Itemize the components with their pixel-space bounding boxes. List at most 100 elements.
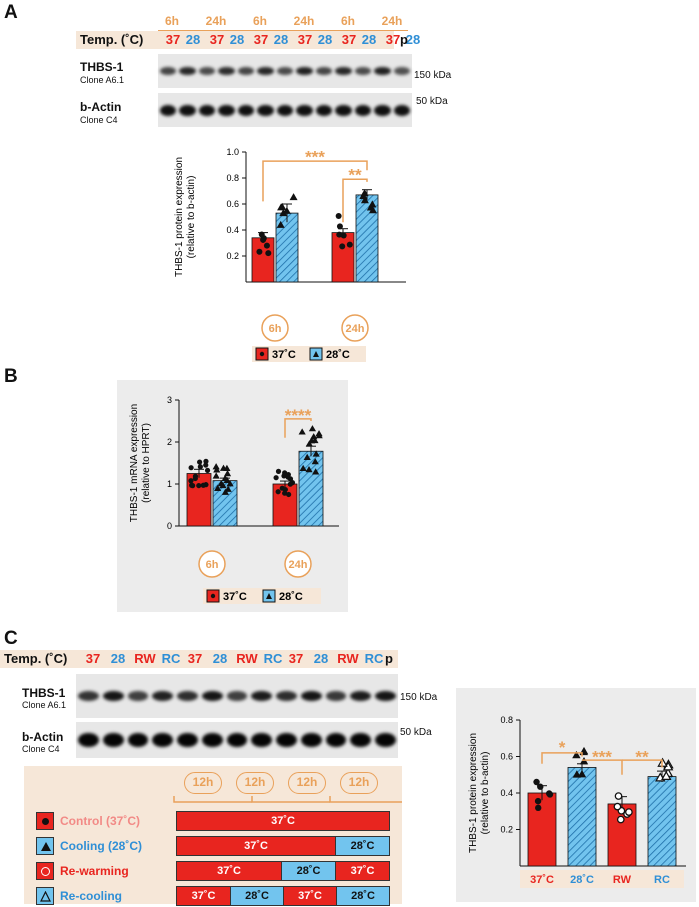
chart-c: 0.2 0.4 0.6 0.8 THBS-1 protein expression(re…: [468, 715, 686, 888]
temp-37: 37: [209, 32, 225, 47]
row-label-control: Control (37˚C): [60, 814, 140, 828]
blot-band: [375, 733, 396, 747]
data-point: [192, 475, 198, 482]
panel-c-letter: C: [4, 628, 18, 649]
data-point: [614, 792, 623, 800]
temp-label: Temp. (˚C): [4, 651, 68, 666]
blot-band: [276, 104, 294, 116]
time-badge: [198, 550, 226, 578]
significance-label: ***: [592, 747, 612, 766]
significance-label: **: [348, 166, 362, 185]
group-label: 6h: [269, 323, 282, 335]
data-point: [189, 482, 195, 488]
blot-band: [218, 67, 235, 75]
temp-28: 28: [405, 32, 421, 47]
data-point: [221, 488, 230, 495]
significance-bracket: [342, 178, 368, 223]
schedule-row-control: 37˚C: [176, 811, 390, 831]
y-tick-label: 0.8: [226, 173, 239, 183]
temp-28: 28: [361, 32, 377, 47]
segment-37: 37˚C: [335, 861, 390, 881]
bar: [527, 792, 557, 867]
data-point: [278, 202, 287, 210]
p-label: p: [385, 651, 393, 666]
blot-band: [159, 67, 176, 75]
data-point: [579, 747, 588, 756]
panel-a-temps: 37 28 37 28 37 28 37 28 37 28 37 28: [164, 32, 424, 49]
category-label: RC: [654, 874, 670, 886]
thbs1-blot-a: [158, 54, 412, 88]
data-point: [275, 468, 282, 474]
blot-band: [152, 733, 174, 747]
blot-band: [201, 733, 223, 747]
blot-band: [102, 691, 124, 701]
panel-a-time-row: 6h 24h 6h 24h 6h 24h: [150, 14, 420, 31]
blot-band: [335, 67, 352, 75]
blot-band: [102, 733, 124, 747]
schedule-row-recooling: 37˚C 28˚C 37˚C 28˚C: [176, 886, 390, 906]
row-label-rewarming: Re-warming: [60, 864, 129, 878]
control-legend-square: [36, 812, 54, 830]
y-axis-label: THBS-1 protein expression(relative to b-…: [468, 733, 491, 853]
schedule-panel: 12h 12h 12h 12h Control (37˚C) 37˚C Cool…: [24, 766, 402, 906]
data-point: [625, 808, 633, 816]
data-point: [336, 223, 343, 230]
panel-c-temp-band: [0, 650, 398, 668]
legend-label: 37˚C: [272, 349, 296, 361]
temp-28: 28: [229, 32, 245, 47]
blot-band: [257, 104, 274, 116]
blot-title: THBS-1: [22, 686, 66, 700]
data-point: [368, 206, 377, 214]
kda-label: 150 kDa: [400, 692, 438, 703]
data-point: [223, 464, 231, 471]
data-point: [368, 200, 377, 208]
interval-bracket: [251, 796, 330, 803]
blot-band: [300, 733, 322, 747]
interval-12h: 12h: [236, 772, 274, 794]
blot-band: [218, 104, 235, 116]
temp-rc: RC: [263, 651, 283, 666]
bar: [298, 450, 324, 527]
data-point: [203, 458, 209, 464]
blot-subtitle: Clone C4: [22, 744, 60, 754]
interval-12h: 12h: [288, 772, 326, 794]
data-point: [197, 459, 203, 465]
panel-a-letter: A: [4, 2, 18, 23]
blot-band: [159, 104, 176, 116]
data-point: [197, 464, 203, 470]
data-point: [273, 475, 279, 481]
blot-band: [179, 104, 196, 116]
blot-band: [237, 67, 255, 75]
panel-a-temp-band: [76, 31, 394, 49]
temp-37: 37: [297, 32, 313, 47]
y-axis-label: THBS-1 mRNA expression(relative to HPRT): [129, 404, 152, 522]
data-point: [336, 231, 343, 238]
data-point: [315, 432, 323, 439]
data-point: [311, 436, 319, 444]
legend-label: 37˚C: [223, 591, 247, 603]
blot-band: [315, 104, 333, 116]
blot-band: [251, 733, 273, 747]
blot-band: [257, 67, 274, 75]
blot-band: [77, 733, 99, 747]
panel-b-letter: B: [4, 366, 18, 387]
legend-marker: [313, 351, 319, 357]
data-point: [223, 470, 232, 477]
time-label: 6h: [164, 14, 179, 28]
temp-rw: RW: [337, 651, 359, 666]
temp-28: 28: [185, 32, 201, 47]
bar: [647, 776, 677, 867]
blot-band: [276, 67, 294, 75]
y-tick-label: 0.6: [226, 199, 239, 209]
temp-rc: RC: [364, 651, 384, 666]
data-point: [279, 209, 288, 217]
blot-title: THBS-1: [80, 60, 124, 74]
y-tick-label: 2: [167, 437, 172, 447]
significance-label: **: [635, 747, 649, 766]
recooling-legend-square: [36, 887, 54, 905]
kda-label: 50 kDa: [400, 727, 432, 738]
time-label: 24h: [381, 14, 403, 28]
temp-28: 28: [212, 651, 228, 666]
segment-28: 28˚C: [335, 836, 390, 856]
temp-37: 37: [165, 32, 181, 47]
